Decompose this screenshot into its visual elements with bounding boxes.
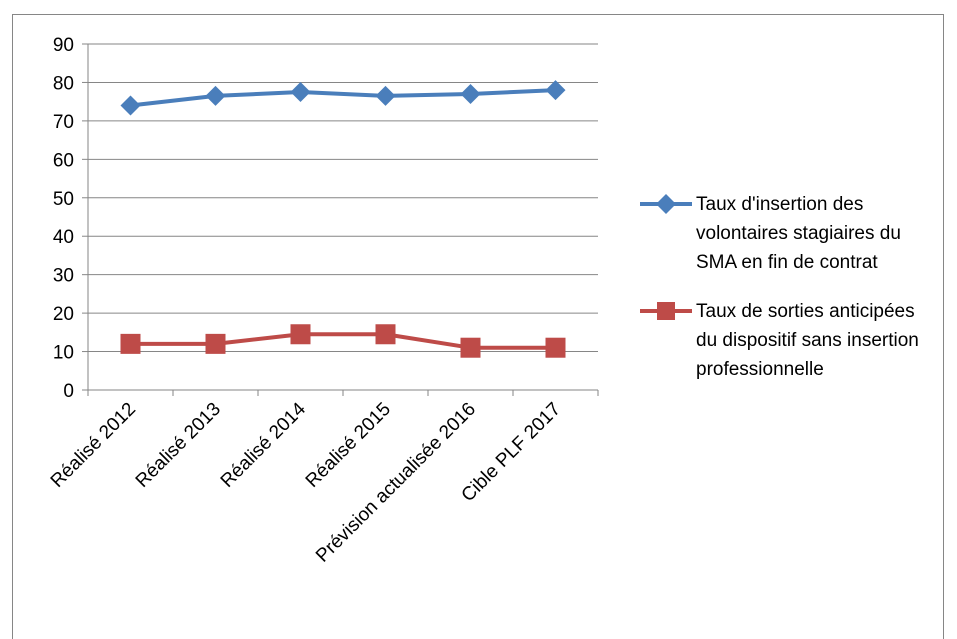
chart-frame	[12, 14, 944, 639]
y-tick-label: 20	[53, 304, 74, 325]
legend-item-sorties: Taux de sorties anticipées du dispositif…	[640, 297, 950, 384]
legend-square-marker-icon	[640, 302, 692, 320]
y-tick-label: 30	[53, 266, 74, 287]
legend-label-insertion: Taux d'insertion des volontaires stagiai…	[696, 194, 901, 273]
y-tick-label: 0	[63, 381, 74, 402]
data-point-diamond	[460, 83, 481, 104]
data-point-diamond	[120, 95, 141, 116]
x-tick-label: Prévision actualisée 2016	[312, 399, 480, 567]
series-line-1	[130, 332, 556, 350]
data-point-square	[545, 337, 566, 358]
x-tick-label: Réalisé 2015	[302, 399, 395, 492]
axes	[82, 43, 599, 396]
data-point-diamond	[290, 82, 311, 103]
gridlines	[88, 43, 598, 353]
legend-item-insertion: Taux d'insertion des volontaires stagiai…	[640, 190, 950, 277]
y-tick-label: 50	[53, 189, 74, 210]
legend: Taux d'insertion des volontaires stagiai…	[640, 190, 950, 404]
series-line-0	[130, 88, 556, 108]
y-tick-label: 70	[53, 112, 74, 133]
y-tick-label: 60	[53, 150, 74, 171]
data-point-square	[375, 324, 396, 345]
data-point-diamond	[375, 85, 396, 106]
data-point-square	[460, 337, 481, 358]
y-tick-label: 40	[53, 227, 74, 248]
y-tick-label: 90	[53, 35, 74, 56]
data-point-square	[120, 333, 141, 354]
data-point-diamond	[545, 80, 566, 101]
y-tick-labels: 0 10 20 30 40 50 60 70 80 90	[53, 35, 74, 402]
legend-diamond-marker-icon	[640, 194, 692, 214]
y-tick-label: 80	[53, 73, 74, 94]
x-tick-label: Réalisé 2013	[132, 399, 225, 492]
legend-label-sorties: Taux de sorties anticipées du dispositif…	[696, 301, 919, 380]
x-tick-label: Réalisé 2014	[217, 398, 311, 492]
x-tick-label: Réalisé 2012	[47, 399, 140, 492]
y-tick-label: 10	[53, 343, 74, 364]
data-point-diamond	[205, 85, 226, 106]
data-point-square	[290, 324, 311, 345]
data-point-square	[205, 333, 226, 354]
series-lines	[120, 80, 566, 358]
